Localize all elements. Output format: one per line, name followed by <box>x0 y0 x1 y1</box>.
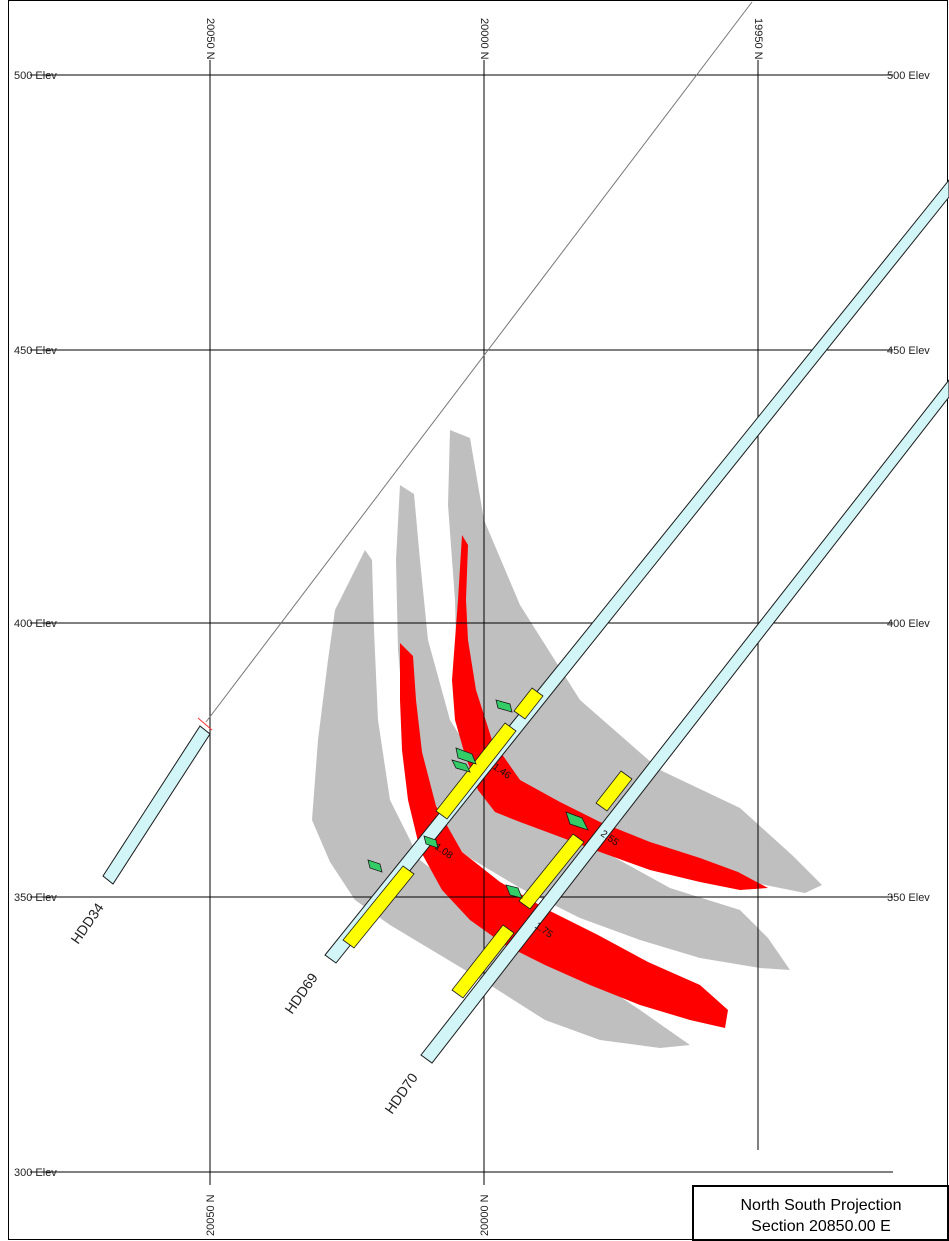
topography-trace-line <box>205 1 753 723</box>
northing-label-top-20050: 20050 N <box>204 18 216 60</box>
low-grade-envelopes <box>312 430 822 1048</box>
northing-label-bottom-20050: 20050 N <box>205 1194 217 1236</box>
hdd69-marker-2 <box>455 747 477 765</box>
elev-label-right-450: 450 Elev <box>887 345 930 357</box>
elev-label-left-300: 300 Elev <box>14 1167 57 1179</box>
low-grade-envelope-middle <box>396 485 790 970</box>
northing-label-bottom-20000: 20000 N <box>479 1194 491 1236</box>
hdd69-marker-3 <box>451 759 471 773</box>
hdd34-trace <box>102 725 211 885</box>
title-line-1: North South Projection <box>741 1197 902 1214</box>
northing-labels: 20050 N 20000 N 19950 N 20050 N 20000 N <box>204 18 764 1236</box>
northing-label-top-19950: 19950 N <box>752 18 764 60</box>
high-grade-zone-upper <box>452 535 768 890</box>
hdd70-marker-2 <box>505 884 523 899</box>
elev-label-left-400: 400 Elev <box>14 618 57 630</box>
hdd69-marker-4 <box>423 835 439 849</box>
hdd70-marker-1 <box>565 811 589 831</box>
assay-intervals <box>342 687 633 999</box>
elev-label-left-350: 350 Elev <box>14 892 57 904</box>
hdd70-interval-main <box>518 833 585 910</box>
elev-label-right-500: 500 Elev <box>887 70 930 82</box>
low-grade-envelope-inner <box>448 430 822 893</box>
grid-lines <box>30 60 893 1185</box>
hdd70-interval-lower <box>451 924 515 999</box>
low-grade-envelope-outer <box>312 550 690 1048</box>
northing-label-top-20000: 20000 N <box>478 18 490 60</box>
title-box-border <box>692 1185 949 1241</box>
hdd34-collar-tick <box>197 717 213 731</box>
hdd70-trace <box>420 379 949 1064</box>
high-grade-zones <box>400 535 768 1028</box>
hdd70-interval-upper <box>595 770 633 812</box>
elev-label-right-350: 350 Elev <box>887 892 930 904</box>
hdd69-interval-upper <box>513 687 544 720</box>
assay-markers <box>367 699 589 899</box>
hdd69-interval-lower <box>342 865 415 949</box>
section-title-box: North South Projection Section 20850.00 … <box>692 1185 949 1241</box>
high-grade-zone-lower <box>400 643 728 1028</box>
hdd69-interval-main <box>435 722 517 820</box>
elevation-labels: 500 Elev 500 Elev 450 Elev 450 Elev 400 … <box>14 70 930 1179</box>
hdd69-marker-1 <box>495 699 513 713</box>
hdd69-marker-5 <box>367 859 383 873</box>
title-line-2: Section 20850.00 E <box>751 1218 891 1235</box>
elev-label-left-500: 500 Elev <box>14 70 57 82</box>
elev-label-left-450: 450 Elev <box>14 345 57 357</box>
elev-label-right-400: 400 Elev <box>887 618 930 630</box>
